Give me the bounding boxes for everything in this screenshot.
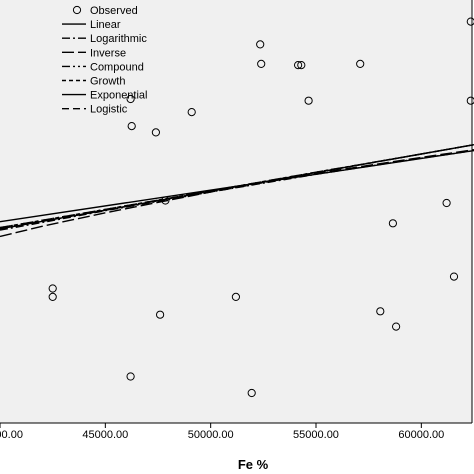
observed-point: [466, 17, 474, 26]
x-tick-label: 55000.00: [293, 429, 339, 441]
legend-label-growth: Growth: [90, 76, 125, 88]
x-axis-title: Fe %: [238, 457, 269, 472]
observed-point: [187, 108, 196, 117]
observed-point: [294, 61, 303, 70]
fit-line-inverse: [0, 149, 474, 238]
observed-point: [151, 128, 160, 137]
observed-points-layer: [48, 17, 474, 398]
x-tick-label: 60000.00: [398, 429, 444, 441]
legend-label-observed: Observed: [90, 5, 138, 17]
observed-point: [257, 59, 266, 69]
observed-point: [156, 310, 165, 319]
x-tick-label: 45000.00: [82, 429, 128, 441]
legend: Observed Linear Logarithmic Inverse Compound…: [62, 5, 148, 116]
observed-point: [442, 198, 451, 208]
observed-point: [231, 292, 240, 301]
legend-swatch-observed: [72, 5, 82, 15]
observed-point: [161, 196, 170, 205]
observed-point: [376, 307, 385, 316]
observed-point: [127, 122, 136, 131]
observed-point: [356, 59, 365, 69]
observed-point: [48, 292, 57, 301]
legend-label-linear: Linear: [90, 19, 121, 31]
observed-point: [392, 322, 401, 331]
legend-label-exponential: Exponential: [90, 90, 148, 102]
x-axis-ticks: 40000.00 45000.00 50000.00 55000.00 60000.00: [0, 423, 444, 441]
observed-point: [466, 96, 474, 105]
observed-point: [126, 372, 135, 381]
observed-point: [297, 61, 306, 70]
fit-line-logistic: [0, 144, 474, 230]
legend-label-compound: Compound: [90, 61, 144, 73]
legend-label-logarithmic: Logarithmic: [90, 33, 147, 45]
x-tick-label: 40000.00: [0, 429, 23, 441]
plot-background: [0, 0, 472, 423]
observed-point: [256, 40, 265, 49]
fit-lines-layer: [0, 144, 474, 238]
observed-point: [304, 96, 313, 105]
observed-point: [388, 219, 397, 228]
x-tick-label: 50000.00: [188, 429, 234, 441]
legend-label-inverse: Inverse: [90, 47, 126, 59]
observed-point: [247, 388, 256, 398]
observed-point: [126, 94, 135, 104]
observed-point: [449, 272, 459, 281]
legend-label-logistic: Logistic: [90, 104, 128, 116]
observed-point: [48, 284, 57, 293]
